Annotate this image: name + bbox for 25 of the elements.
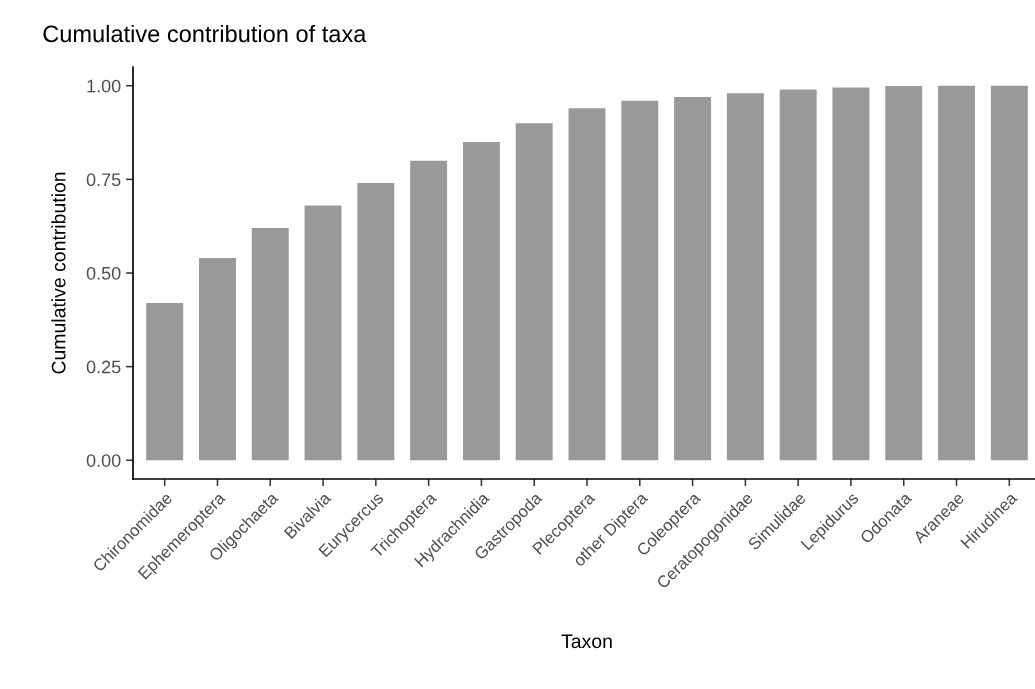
bar bbox=[938, 85, 976, 461]
y-tick-label: 1.00 bbox=[87, 79, 121, 93]
bar bbox=[515, 123, 553, 461]
bar bbox=[304, 205, 342, 461]
bar bbox=[990, 85, 1028, 461]
bar bbox=[410, 160, 448, 461]
bar bbox=[198, 258, 236, 461]
y-tick-label: 0.75 bbox=[86, 173, 121, 187]
y-tick-label: 0.50 bbox=[86, 266, 121, 280]
bar bbox=[726, 93, 764, 461]
x-axis-title: Taxon bbox=[561, 634, 612, 649]
bar bbox=[462, 141, 500, 461]
bar bbox=[832, 87, 870, 461]
bar bbox=[621, 100, 659, 461]
y-axis-title: Cumulative contribution bbox=[51, 172, 66, 374]
chart-title: Cumulative contribution of taxa bbox=[43, 24, 367, 43]
bar bbox=[251, 228, 289, 461]
y-tick-label: 0.25 bbox=[86, 360, 121, 374]
bar bbox=[779, 89, 817, 461]
y-tick-label: 0.00 bbox=[86, 454, 121, 467]
bar bbox=[146, 302, 184, 461]
bar bbox=[568, 108, 606, 461]
bar bbox=[357, 183, 395, 461]
bar bbox=[885, 86, 923, 461]
bar bbox=[674, 96, 712, 461]
